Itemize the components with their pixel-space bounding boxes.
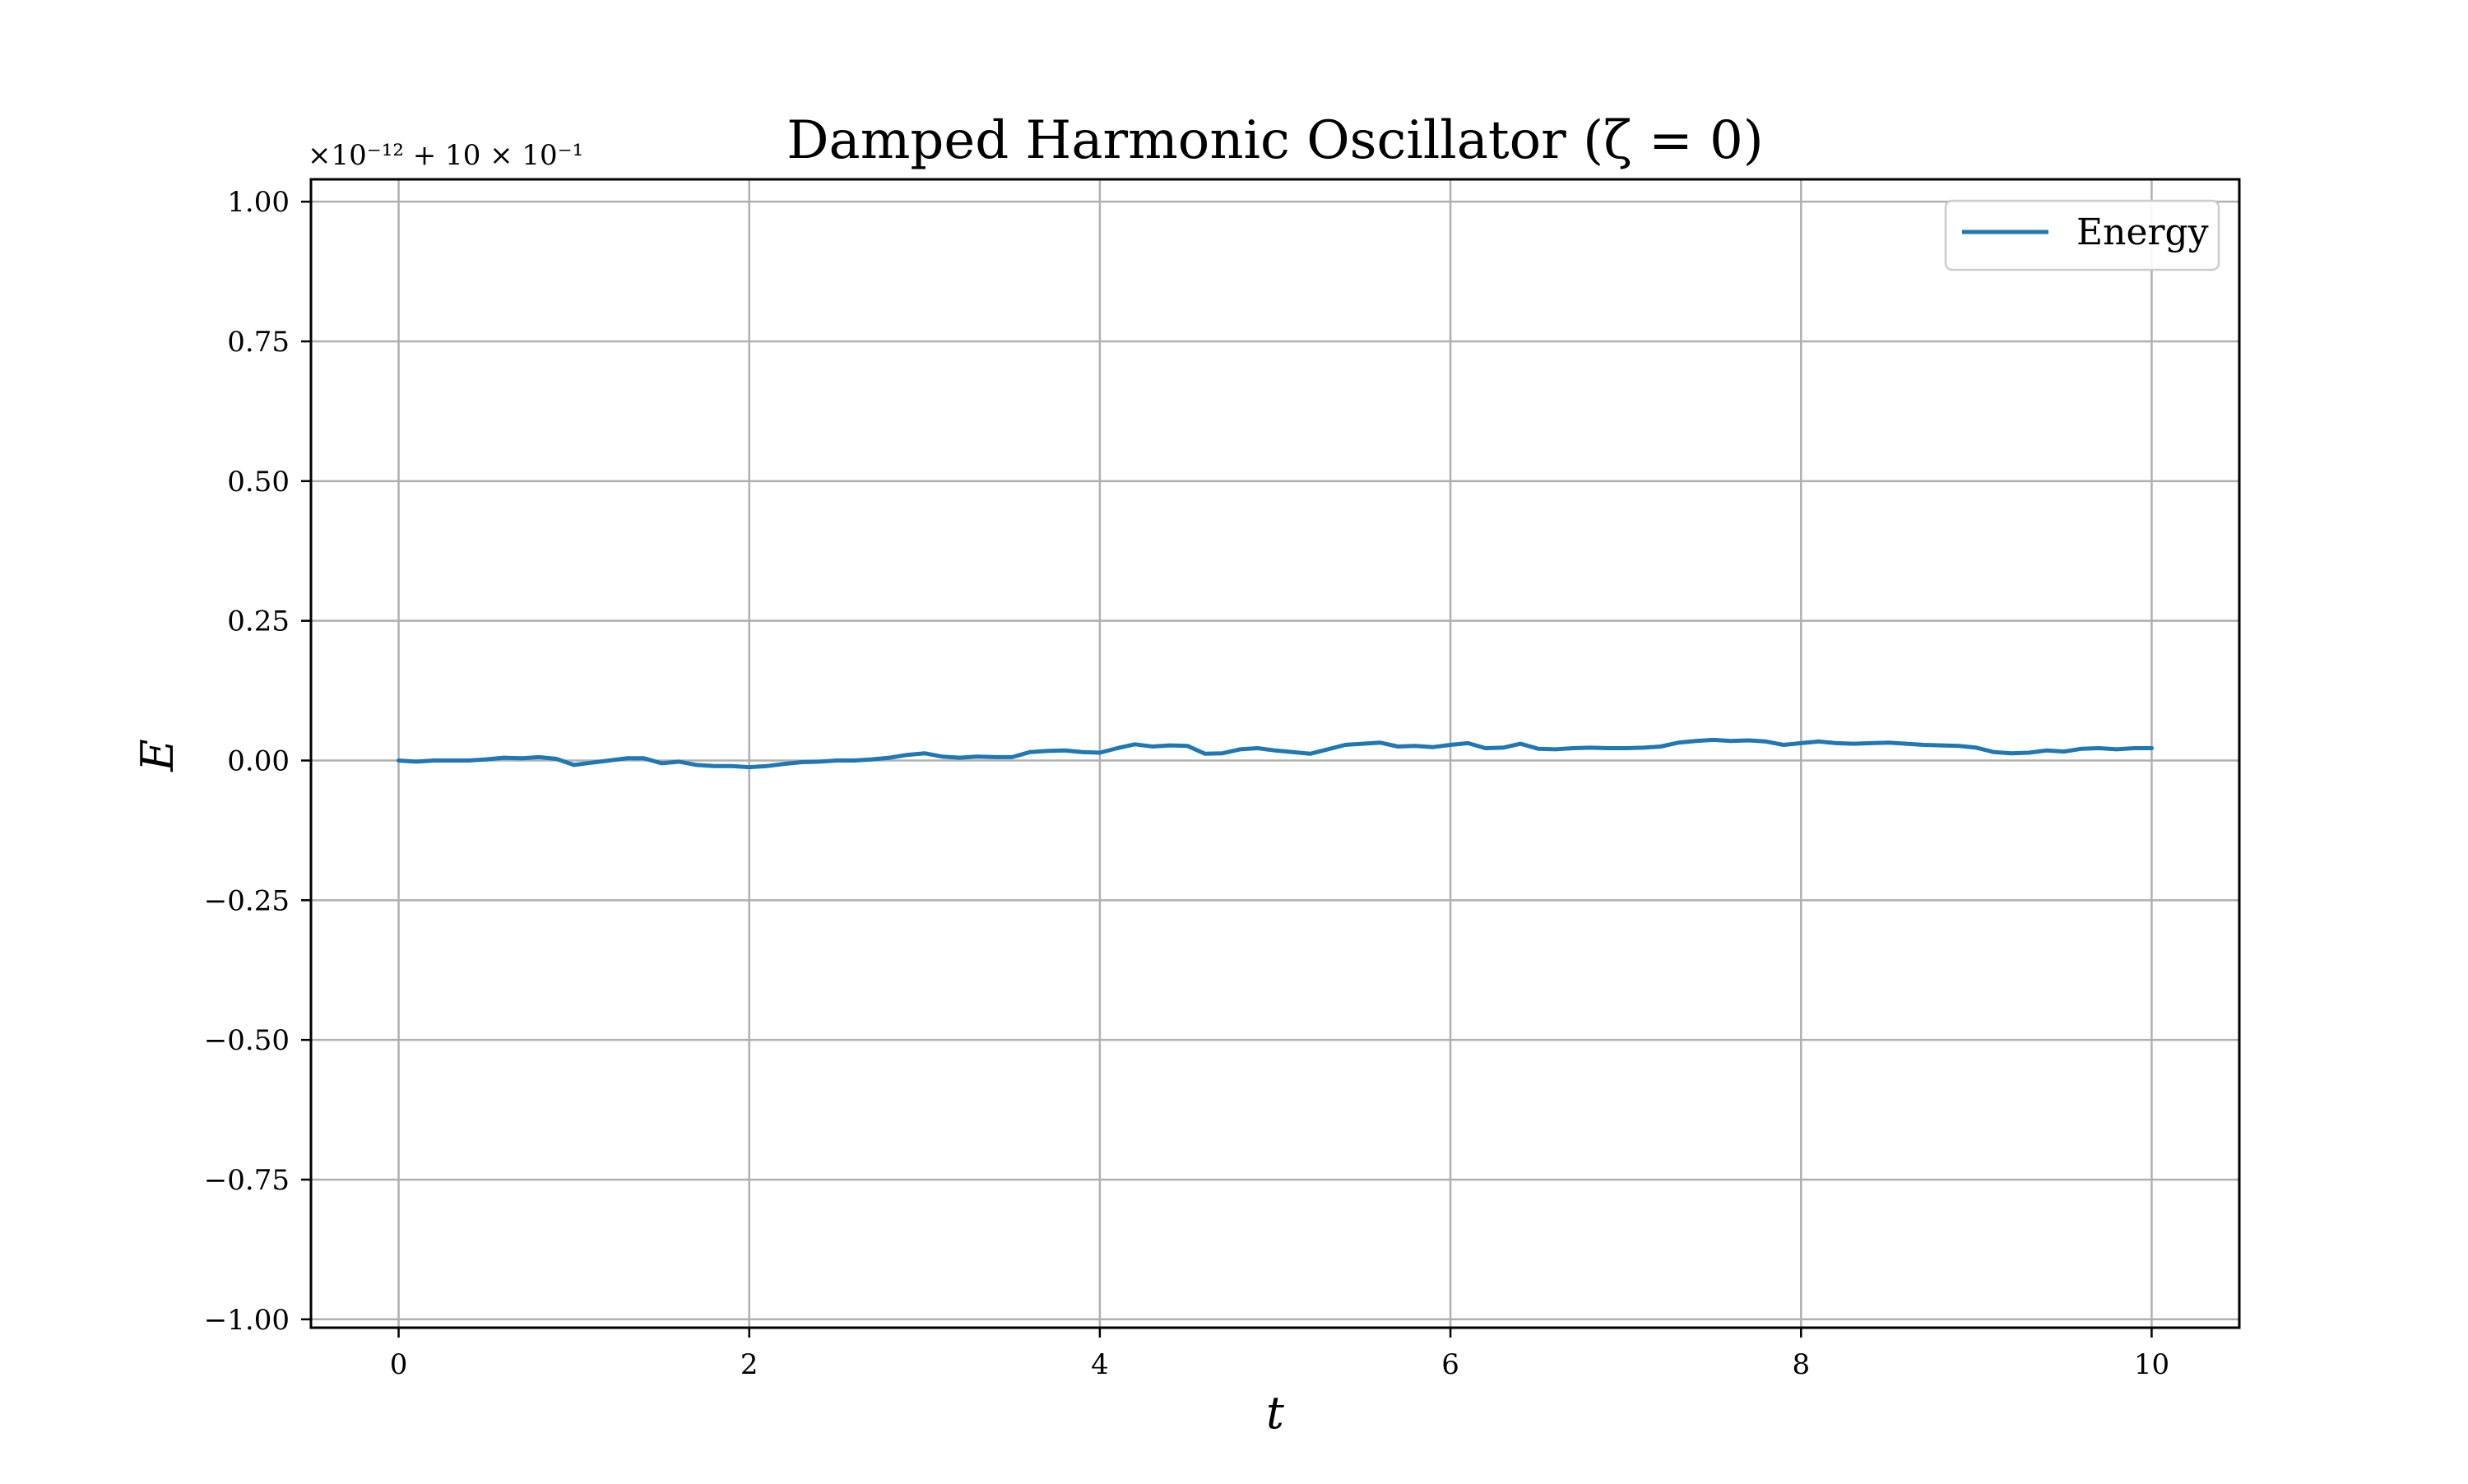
y-axis-label: E (132, 739, 183, 772)
y-tick-label: 0.25 (227, 605, 290, 638)
y-tick-label: −0.25 (204, 884, 290, 917)
y-tick-label: 0.75 (227, 326, 290, 359)
x-tick-label: 10 (2134, 1348, 2169, 1381)
plot-area-frame (309, 178, 2241, 1329)
energy-series-line (397, 737, 2154, 770)
x-tick-label: 4 (1091, 1348, 1109, 1381)
y-axis-offset-text: ×10⁻¹² + 10 × 10⁻¹ (308, 139, 583, 172)
grid-layer (311, 179, 2239, 1328)
x-tick-label: 0 (390, 1348, 408, 1381)
x-axis-label: t (1266, 1387, 1284, 1439)
tick-layer: 0 2 4 6 8 10 1.00 0.75 0.50 0.25 0.00 −0.25 −0.50 −0.… (204, 186, 2169, 1381)
legend-label-energy: Energy (2076, 211, 2209, 253)
legend-box (1944, 199, 2220, 271)
chart-title: Damped Harmonic Oscillator (ζ = 0) (786, 110, 1764, 171)
y-tick-label: −0.50 (204, 1024, 290, 1057)
x-tick-label: 2 (740, 1348, 758, 1381)
y-tick-label: 0.00 (227, 744, 290, 777)
legend: Energy (1944, 199, 2220, 271)
y-tick-label: 1.00 (227, 186, 290, 219)
y-tick-label: 0.50 (227, 466, 290, 499)
plot-layer (397, 737, 2154, 770)
x-tick-label: 8 (1792, 1348, 1810, 1381)
x-tick-label: 6 (1441, 1348, 1459, 1381)
y-tick-label: −1.00 (204, 1304, 290, 1337)
y-tick-label: −0.75 (204, 1164, 290, 1197)
